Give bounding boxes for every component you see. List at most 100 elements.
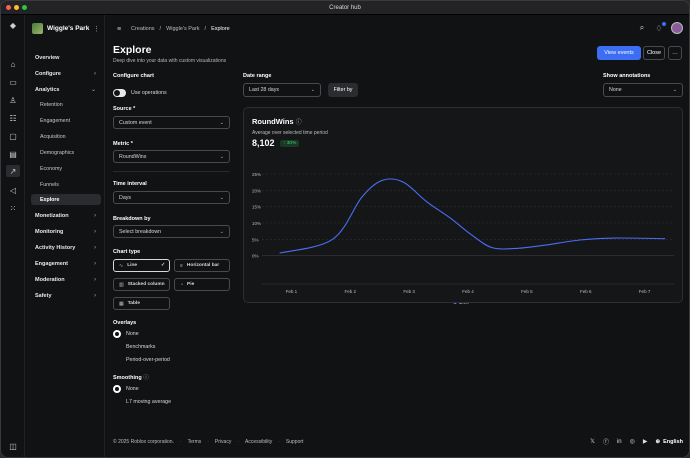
close-button[interactable]: Close — [643, 46, 665, 60]
footer-separator: · — [179, 439, 182, 445]
sidebar-item-monitoring[interactable]: Monitoring › — [31, 226, 101, 237]
zoom-window-button[interactable] — [22, 5, 27, 10]
sidebar-item-demographics[interactable]: Demographics — [40, 149, 75, 156]
page-title: Explore — [113, 44, 152, 56]
people-icon[interactable]: ☷ — [9, 113, 17, 123]
annotations-select[interactable]: None ⌄ — [603, 83, 683, 97]
bell-icon[interactable]: ♢ — [654, 22, 666, 33]
overlay-none-radio[interactable]: None — [113, 330, 139, 338]
x-tick-label: Feb 6 — [580, 289, 592, 294]
smoothing-label: Smoothing ⓘ — [113, 373, 149, 381]
sidebar-item-engagement[interactable]: Engagement — [40, 117, 71, 124]
wallet-icon[interactable]: ▤ — [9, 149, 17, 159]
folder-icon[interactable]: ▭ — [9, 77, 17, 87]
menu-toggle-icon[interactable]: ≡ — [117, 26, 122, 33]
chart-type-table[interactable]: ▦ Table — [113, 297, 170, 310]
radio-label: None — [126, 331, 139, 337]
filter-by-button[interactable]: Filter by — [328, 83, 358, 97]
chart-type-pie[interactable]: ◔ Pie — [174, 278, 230, 291]
language-selector[interactable]: ⊕ English — [656, 439, 683, 445]
top-bar: ≡ Creations / Wiggle's Park / Explore ⌕ … — [105, 15, 689, 43]
breadcrumb: Creations / Wiggle's Park / Explore — [131, 26, 230, 32]
close-window-button[interactable] — [6, 5, 11, 10]
avatar-icon[interactable]: ♙ — [9, 95, 17, 105]
info-icon[interactable]: ⓘ — [143, 375, 149, 381]
breadcrumb-creations[interactable]: Creations — [131, 26, 155, 32]
chart-card: RoundWins ⓘ Average over selected time p… — [243, 107, 683, 304]
footer-link-support[interactable]: Support — [285, 439, 304, 445]
smoothing-l7-radio[interactable]: L7 moving average — [113, 398, 171, 406]
sidebar-item-monetization[interactable]: Monetization › — [31, 210, 101, 221]
chart-type-line[interactable]: ∿ Line ✓ — [113, 259, 170, 272]
time-interval-label: Time interval — [113, 181, 147, 187]
sidebar-item-funnels[interactable]: Funnels — [40, 181, 59, 188]
facebook-icon[interactable]: ⓕ — [602, 440, 609, 446]
info-icon[interactable]: ⓘ — [295, 120, 302, 126]
sidebar-item-analytics[interactable]: Analytics ⌄ — [31, 84, 101, 95]
minimize-window-button[interactable] — [14, 5, 19, 10]
sidebar-item-activity-history[interactable]: Activity History › — [31, 242, 101, 253]
collapse-sidebar-icon[interactable]: ◫ — [9, 441, 17, 451]
analytics-icon[interactable]: ↗ — [6, 165, 20, 177]
annotations-value: None — [609, 87, 622, 93]
line-chart-icon: ∿ — [119, 262, 124, 269]
sidebar-item-retention[interactable]: Retention — [40, 101, 63, 108]
time-interval-value: Days — [119, 194, 132, 201]
more-options-button[interactable]: … — [668, 46, 682, 60]
experience-selector[interactable]: Wiggle's Park — [32, 23, 89, 34]
use-operations-toggle[interactable] — [113, 89, 126, 97]
overlay-period-radio[interactable]: Period-over-period — [113, 356, 170, 364]
sidebar-item-overview[interactable]: Overview — [31, 52, 101, 63]
view-events-button[interactable]: View events — [597, 46, 641, 60]
sidebar-item-engagement-group[interactable]: Engagement › — [31, 258, 101, 269]
breakdown-label: Breakdown by — [113, 216, 151, 222]
chevron-right-icon: › — [94, 276, 96, 283]
y-tick-label: 20% — [252, 188, 261, 193]
chart-type-horizontal-bar[interactable]: ≡ Horizontal bar — [174, 259, 230, 272]
sidebar-item-explore[interactable]: Explore — [31, 194, 101, 205]
copyright: © 2025 Roblox corporation. — [113, 439, 174, 445]
x-icon[interactable]: 𝕏 — [590, 439, 595, 445]
series-line-total — [279, 178, 666, 254]
source-select[interactable]: Custom event ⌄ — [113, 116, 230, 129]
metric-select[interactable]: RoundWins ⌄ — [113, 150, 230, 163]
radio-label: L7 moving average — [126, 399, 172, 405]
page-subtitle: Deep dive into your data with custom vis… — [113, 58, 227, 64]
roblox-logo-icon[interactable]: ◆ — [9, 20, 17, 30]
instagram-icon[interactable]: ◎ — [629, 439, 635, 445]
date-range-select[interactable]: Last 28 days ⌄ — [243, 83, 321, 97]
chart-type-label: Chart type — [113, 249, 141, 255]
overlay-benchmarks-radio[interactable]: Benchmarks — [113, 343, 155, 351]
message-icon[interactable]: ▢ — [9, 131, 17, 141]
footer-link-privacy[interactable]: Privacy — [214, 439, 232, 445]
breakdown-select[interactable]: Select breakdown ⌄ — [113, 225, 230, 238]
sidebar-item-configure[interactable]: Configure › — [31, 68, 101, 79]
apps-grid-icon[interactable]: ⁙ — [9, 203, 17, 213]
notification-dot — [662, 22, 666, 26]
chevron-down-icon: ⌄ — [90, 87, 96, 93]
sidebar-item-moderation[interactable]: Moderation › — [31, 274, 101, 285]
footer-separator: · — [278, 439, 280, 445]
footer-link-terms[interactable]: Terms — [187, 439, 202, 445]
search-icon[interactable]: ⌕ — [639, 23, 645, 32]
experience-more-icon[interactable]: ⋮ — [93, 26, 100, 33]
megaphone-icon[interactable]: ◁ — [9, 185, 17, 195]
home-icon[interactable]: ⌂ — [10, 59, 16, 69]
chart-type-stacked-column[interactable]: ▥ Stacked column — [113, 278, 170, 291]
sidebar-item-acquisition[interactable]: Acquisition — [40, 133, 66, 140]
smoothing-none-radio[interactable]: None — [113, 385, 139, 393]
linkedin-icon[interactable]: in — [616, 438, 622, 445]
footer-link-accessibility[interactable]: Accessibility — [245, 439, 273, 445]
sidebar-item-safety[interactable]: Safety › — [31, 290, 101, 301]
time-interval-select[interactable]: Days ⌄ — [113, 191, 230, 204]
x-tick-label: Feb 7 — [639, 289, 651, 294]
change-badge: ↑ 30% — [280, 140, 300, 147]
y-tick-label: 5% — [252, 237, 259, 242]
sidebar-item-economy[interactable]: Economy — [40, 165, 63, 172]
chart-type-label-text: Stacked column — [127, 282, 165, 287]
youtube-icon[interactable]: ▶ — [642, 439, 648, 445]
breadcrumb-experience[interactable]: Wiggle's Park — [166, 26, 200, 32]
sidebar-item-label: Safety — [35, 292, 52, 299]
avatar[interactable] — [671, 22, 683, 34]
chevron-down-icon: ⌄ — [219, 153, 224, 160]
